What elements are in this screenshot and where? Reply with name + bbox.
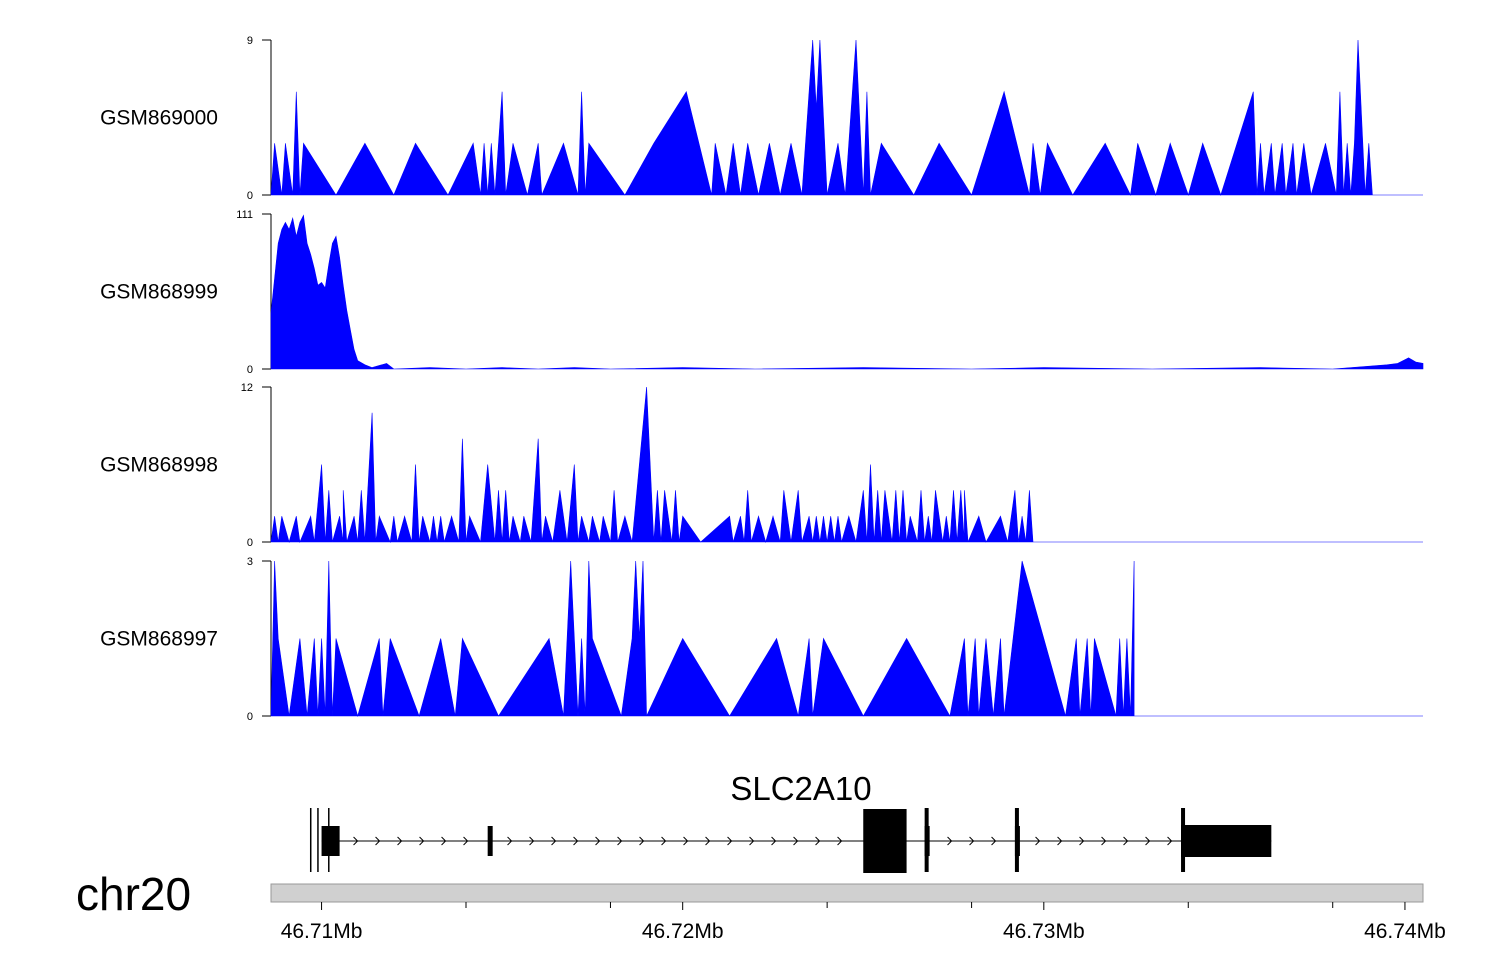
strand-chevron xyxy=(1123,836,1129,846)
strand-chevron xyxy=(441,836,447,846)
strand-chevron xyxy=(1101,836,1107,846)
gene-name-label: SLC2A10 xyxy=(730,770,871,807)
strand-chevron xyxy=(463,836,469,846)
strand-chevron xyxy=(749,836,755,846)
exon-block xyxy=(321,826,340,856)
track-GSM868998: GSM868998 12 0 xyxy=(100,382,1423,549)
strand-chevron xyxy=(419,836,425,846)
strand-chevron xyxy=(705,836,711,846)
track-label: GSM868998 xyxy=(100,454,218,477)
strand-chevron xyxy=(1079,836,1085,846)
strand-chevron xyxy=(595,836,601,846)
strand-chevron xyxy=(639,836,645,846)
strand-chevron xyxy=(1167,836,1173,846)
coverage-area xyxy=(270,560,1423,718)
data-tracks: GSM86900090GSM8689991110GSM868998120GSM8… xyxy=(100,35,1424,723)
track-GSM868999: GSM868999 111 0 xyxy=(100,209,1424,376)
coverage-area xyxy=(270,386,1423,544)
x-tick-label: 46.74Mb xyxy=(1364,920,1446,943)
x-tick-label: 46.72Mb xyxy=(642,920,724,943)
x-axis: 46.71Mb 46.72Mb 46.73Mb 46.74Mb xyxy=(281,902,1446,943)
strand-chevron xyxy=(529,836,535,846)
coverage-area xyxy=(270,214,1424,370)
y-tick-label-min: 0 xyxy=(247,537,253,549)
track-label: GSM868999 xyxy=(100,281,218,304)
x-tick-label: 46.71Mb xyxy=(281,920,363,943)
strand-chevron xyxy=(947,836,953,846)
strand-chevron xyxy=(375,836,381,846)
strand-chevron xyxy=(397,836,403,846)
chromosome-axis: chr20 xyxy=(76,868,1424,920)
strand-chevron xyxy=(1145,836,1151,846)
y-tick-label-max: 3 xyxy=(247,556,253,568)
y-tick-label-max: 111 xyxy=(236,209,253,221)
strand-chevron xyxy=(683,836,689,846)
track-GSM868997: GSM868997 3 0 xyxy=(100,556,1423,723)
chromosome-bar xyxy=(270,883,1424,903)
strand-chevron xyxy=(1035,836,1041,846)
exon-block xyxy=(1181,825,1272,857)
coverage-area xyxy=(270,39,1423,197)
strand-chevron xyxy=(617,836,623,846)
x-tick-label: 46.73Mb xyxy=(1003,920,1085,943)
strand-chevron xyxy=(353,836,359,846)
y-tick-label-min: 0 xyxy=(247,364,253,376)
strand-chevron xyxy=(969,836,975,846)
y-tick-label-max: 12 xyxy=(241,382,253,394)
track-label: GSM869000 xyxy=(100,107,218,130)
strand-chevron xyxy=(815,836,821,846)
strand-chevron xyxy=(1057,836,1063,846)
strand-chevron xyxy=(661,836,667,846)
strand-chevron xyxy=(727,836,733,846)
gene-annotation-track: SLC2A10 xyxy=(309,770,1272,873)
strand-chevron xyxy=(837,836,843,846)
strand-chevron xyxy=(991,836,997,846)
y-tick-label-min: 0 xyxy=(247,190,253,202)
y-tick-label-max: 9 xyxy=(247,35,253,47)
strand-chevron xyxy=(573,836,579,846)
exon-block xyxy=(487,826,493,856)
exon-block xyxy=(863,809,907,873)
track-GSM869000: GSM869000 9 0 xyxy=(100,35,1423,202)
strand-chevron xyxy=(507,836,513,846)
track-label: GSM868997 xyxy=(100,628,218,651)
strand-chevron xyxy=(551,836,557,846)
strand-chevron xyxy=(793,836,799,846)
y-tick-label-min: 0 xyxy=(247,711,253,723)
strand-chevron xyxy=(771,836,777,846)
chromosome-label: chr20 xyxy=(76,868,191,920)
